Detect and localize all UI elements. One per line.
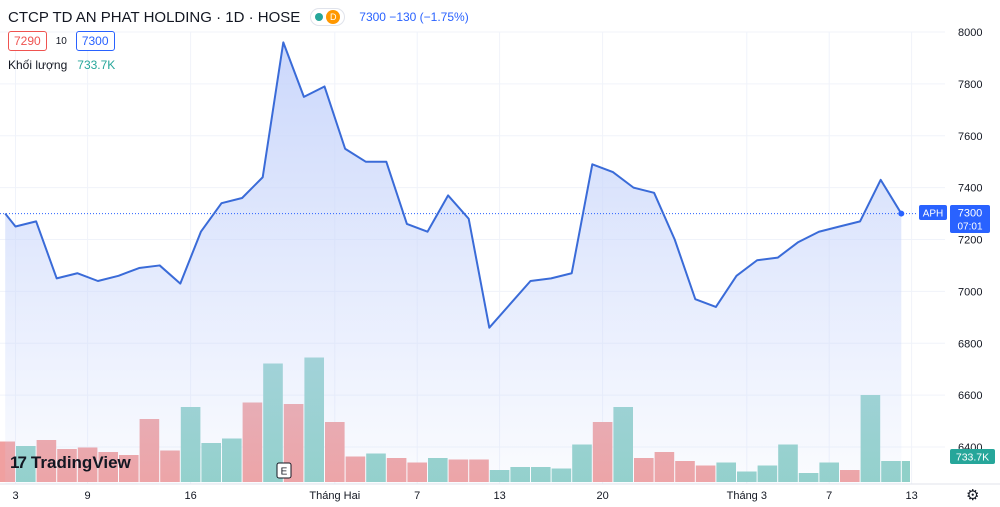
symbol-price-tag: APH 7300 07:01 <box>919 205 990 233</box>
price-change: 7300 −130 (−1.75%) <box>359 10 469 24</box>
bid-price[interactable]: 7290 <box>8 31 47 51</box>
price-area <box>5 42 902 484</box>
price-tick-label: 7600 <box>958 131 982 143</box>
price-tick-label: 7800 <box>958 79 982 91</box>
tradingview-mark-icon: 17 <box>10 453 27 472</box>
time-axis[interactable]: 3 9 16 Tháng Hai 7 13 20 Tháng 3 7 13 <box>12 490 917 502</box>
earnings-marker[interactable]: E <box>276 462 292 479</box>
price-tick-label: 7200 <box>958 235 982 247</box>
time-tick-label: 13 <box>493 490 505 502</box>
tradingview-logo[interactable]: 17 TradingView <box>10 453 131 473</box>
earnings-marker-glyph: E <box>281 467 288 478</box>
time-tick-label: 20 <box>596 490 608 502</box>
countdown-label: 07:01 <box>957 222 982 233</box>
time-tick-label: 9 <box>85 490 91 502</box>
price-tick-label: 8000 <box>958 27 982 39</box>
time-tick-label: 7 <box>414 490 420 502</box>
settings-gear-icon[interactable]: ⚙ <box>966 487 980 504</box>
time-tick-label: 13 <box>905 490 917 502</box>
volume-tag: 733.7K <box>950 449 995 464</box>
volume-bar <box>901 461 910 482</box>
last-price-label-bg <box>950 205 990 233</box>
time-tick-label: 16 <box>184 490 196 502</box>
volume-tag-text: 733.7K <box>956 452 989 464</box>
legend-volume-row: Khối lượng 733.7K <box>8 54 469 76</box>
volume-label[interactable]: Khối lượng <box>8 58 68 72</box>
chart-legend: CTCP TD AN PHAT HOLDING · 1D · HOSE D 73… <box>8 6 469 76</box>
price-tick-label: 7000 <box>958 286 982 298</box>
legend-bid-ask-row: 7290 10 7300 <box>8 30 469 52</box>
symbol-tag-bg <box>919 205 947 220</box>
price-tick-label: 7400 <box>958 183 982 195</box>
spread-value: 10 <box>55 35 67 47</box>
volume-tag-bg <box>950 449 995 464</box>
ask-price[interactable]: 7300 <box>75 31 115 51</box>
market-open-dot-icon <box>315 13 324 21</box>
symbol-title[interactable]: CTCP TD AN PHAT HOLDING · 1D · HOSE <box>8 8 301 26</box>
symbol-tag-text: APH <box>923 209 944 220</box>
tradingview-logo-text: TradingView <box>30 453 131 472</box>
time-tick-label: Tháng Hai <box>309 490 360 502</box>
price-line <box>4 41 903 329</box>
price-tick-label: 6800 <box>958 338 982 350</box>
price-tick-label: 6600 <box>958 390 982 402</box>
volume-value: 733.7K <box>77 58 116 72</box>
time-tick-label: Tháng 3 <box>727 490 767 502</box>
time-tick-label: 3 <box>12 490 18 502</box>
last-price-label: 7300 <box>958 208 982 220</box>
legend-title-row: CTCP TD AN PHAT HOLDING · 1D · HOSE D 73… <box>8 6 469 28</box>
delayed-data-icon: D <box>326 10 341 24</box>
earnings-marker-box[interactable] <box>276 462 292 479</box>
time-tick-label: 7 <box>826 490 832 502</box>
last-price-dot <box>898 210 905 217</box>
market-status[interactable]: D <box>310 8 346 26</box>
